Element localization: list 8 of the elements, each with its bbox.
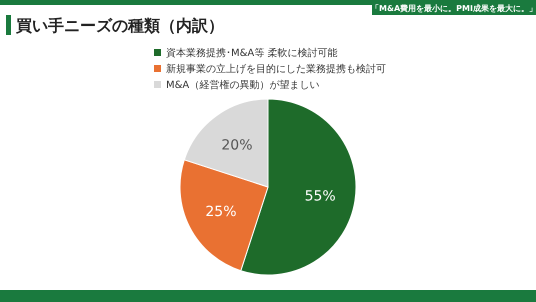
data-label: 55% [304,188,336,204]
chart-title: 買い手ニーズの種類（内訳） [15,16,224,35]
text: 「M&A費用を最小に。PMI成果を最大に。」 [371,4,536,13]
legend-label: 資本業務提携･M&A等 柔軟に検討可能 [166,47,338,59]
data-label: 25% [205,204,237,220]
data-label: 20% [221,137,253,154]
legend-label: 新規事業の立上げを目的にした業務提携も検討可 [166,63,386,75]
legend-label: M&A（経営権の異動）が望ましい [166,79,320,91]
